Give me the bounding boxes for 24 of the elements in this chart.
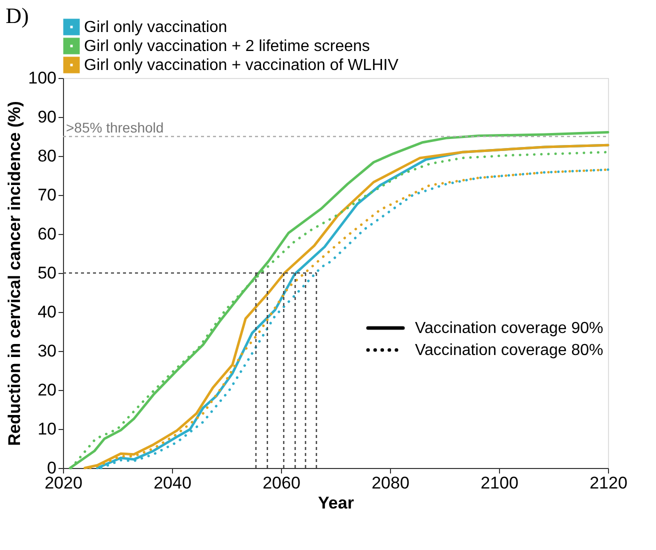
annotation: Vaccination coverage 80% xyxy=(415,342,604,359)
x-tick-label: 2040 xyxy=(154,474,192,492)
y-tick-label: 30 xyxy=(38,342,56,360)
y-tick-label: 40 xyxy=(38,302,56,322)
x-tick-label: 2120 xyxy=(590,474,628,492)
x-axis-title: Year xyxy=(318,494,354,512)
y-axis-title: Reduction in cervical cancer incidence (%) xyxy=(5,101,24,446)
y-tick-label: 50 xyxy=(38,264,56,282)
y-tick-label: 80 xyxy=(38,146,56,166)
legend-label: Girl only vaccination + 2 lifetime screens xyxy=(84,38,370,55)
annotation: Vaccination coverage 90% xyxy=(415,320,604,337)
x-tick-label: 2080 xyxy=(372,474,410,492)
legend-label: Girl only vaccination + vaccination of WLHIV xyxy=(84,57,399,74)
legend-label: Girl only vaccination xyxy=(84,19,228,36)
y-tick-label: 100 xyxy=(28,68,56,88)
x-tick-label: 2060 xyxy=(262,474,300,492)
chart-title: D) xyxy=(6,3,29,28)
x-tick-label: 2100 xyxy=(480,474,518,492)
y-tick-label: 10 xyxy=(38,420,56,438)
y-tick-label: 70 xyxy=(38,186,56,204)
y-tick-label: 20 xyxy=(38,380,56,400)
y-tick-label: 90 xyxy=(38,108,56,126)
y-tick-label: 60 xyxy=(38,224,56,244)
ref-line-label: >85% threshold xyxy=(66,120,164,136)
